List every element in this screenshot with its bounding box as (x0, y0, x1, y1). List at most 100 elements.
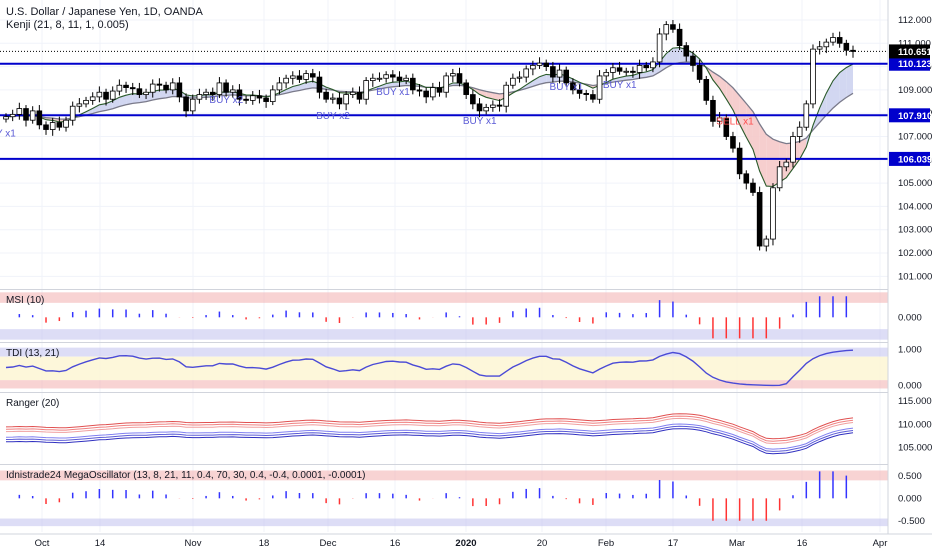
pane-tick-label: 0.000 (898, 493, 922, 504)
candle-body (650, 61, 656, 69)
ma-cloud-segment (166, 88, 173, 98)
time-tick-label: Oct (35, 538, 50, 549)
candle-body (390, 74, 396, 78)
candle-body (510, 77, 516, 86)
candle-body (430, 87, 436, 98)
candle-body (56, 122, 63, 128)
candle-body (610, 67, 616, 73)
time-tick-label: Apr (873, 538, 888, 549)
ma-cloud-segment (139, 93, 147, 103)
candle-body (590, 94, 596, 100)
price-pane[interactable]: Y x1 BUY x2 BUY x2 BUY x1 BUY x1 BUY x1 BUY x1… (0, 19, 888, 252)
ranger-lower-line (5, 428, 854, 455)
signal-label: BUY x1 (603, 80, 637, 91)
candle-body (183, 96, 189, 112)
candle-body (723, 117, 730, 137)
candle-body (730, 136, 736, 149)
candle-body (309, 73, 316, 78)
candle-body (49, 122, 56, 130)
candle-body (329, 97, 336, 100)
price-tick-label: 105.000 (898, 178, 932, 189)
candle-body (630, 70, 636, 73)
last-price-tag (889, 44, 930, 59)
price-tick-label: 109.000 (898, 85, 932, 96)
candle-body (289, 75, 296, 79)
candle-body (456, 73, 463, 84)
candle-body (249, 95, 256, 101)
candle-body (743, 173, 750, 184)
candle-body (116, 84, 123, 92)
ma-cloud-segment (712, 72, 720, 89)
candle-body (836, 37, 843, 44)
signal-label: BUY x1 (550, 82, 584, 93)
tdi-neutral-band (0, 356, 888, 381)
candle-body (736, 147, 743, 175)
candle-body (783, 161, 790, 168)
ma-cloud-segment (752, 111, 760, 171)
time-tick-label: 17 (668, 538, 679, 549)
mega-upper-band (0, 470, 888, 481)
ma-cloud-segment (99, 103, 107, 112)
candle-body (223, 82, 229, 93)
candle-body (36, 110, 43, 126)
candle-body (470, 94, 476, 105)
ma-cloud-segment (492, 92, 500, 101)
pane-tick-label: 0.000 (898, 381, 922, 392)
msi-title: MSI (10) (6, 295, 44, 306)
candle-body (169, 82, 176, 91)
level-price-label: 106.039 (898, 154, 932, 165)
candle-body (370, 77, 376, 81)
ma-cloud-segment (639, 71, 647, 79)
candle-body (530, 65, 536, 70)
candle-body (103, 91, 109, 100)
candle-body (23, 108, 29, 121)
candle-body (69, 105, 76, 121)
candle-body (623, 70, 630, 73)
time-tick-label: 16 (797, 538, 808, 549)
candle-body (343, 94, 349, 105)
pane-tick-label: 0.000 (898, 312, 922, 323)
signal-label: BUY x1 (376, 87, 410, 98)
ma-cloud-segment (479, 89, 487, 98)
price-tick-label: 101.000 (898, 271, 932, 282)
candle-body (236, 89, 243, 100)
indicator-panels: MSI (10) TDI (13, 21) Ranger (20) Idnistrad… (0, 289, 888, 527)
candle-body (96, 91, 103, 98)
candle-body (436, 87, 443, 93)
time-tick-label: 14 (95, 538, 106, 549)
pane-tick-label: 1.000 (898, 344, 922, 355)
tdi-upper-band (0, 347, 888, 357)
candle-body (283, 77, 289, 84)
ma-cloud-segment (672, 47, 680, 65)
tdi-lower-band (0, 380, 888, 389)
candle-body (663, 24, 670, 35)
candle-body (850, 49, 856, 52)
time-tick-label: 16 (390, 538, 401, 549)
candle-body (363, 80, 369, 100)
candle-body (790, 136, 796, 163)
ma-cloud-segment (832, 72, 840, 109)
level-price-label: 110.123 (898, 59, 932, 70)
ma-cloud-segment (626, 75, 633, 81)
candle-body (810, 48, 816, 105)
mega-oscillator-title: Idnistrade24 MegaOscillator (13, 8, 21, … (6, 470, 365, 481)
msi-lower-band (0, 329, 888, 340)
level-price-tag (889, 151, 930, 166)
candle-body (770, 187, 776, 240)
signal-label: BUY x2 (209, 95, 243, 106)
candle-body (830, 37, 836, 43)
tdi-line (5, 349, 854, 387)
candle-body (570, 82, 576, 91)
candle-body (636, 65, 643, 73)
ma-cloud-segment (826, 80, 833, 116)
time-tick-label: Dec (320, 538, 337, 549)
candle-body (63, 119, 69, 128)
signal-label: Y x1 (0, 129, 16, 140)
ma-cloud-segment (159, 90, 167, 99)
candle-body (156, 83, 163, 86)
price-tick-label: 112.000 (898, 15, 932, 26)
candle-body (676, 28, 683, 47)
candle-body (716, 117, 723, 122)
